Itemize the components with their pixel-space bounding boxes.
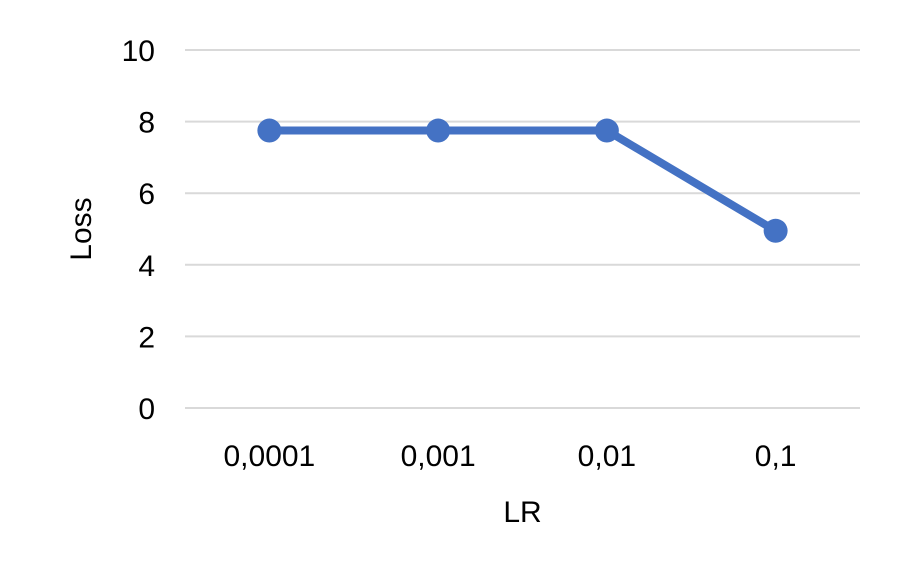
data-point-marker — [594, 118, 619, 143]
y-tick-label: 2 — [138, 321, 155, 354]
y-tick-label: 6 — [138, 178, 155, 211]
data-point-marker — [257, 118, 282, 143]
gridlines — [185, 49, 860, 409]
x-tick-label: 0,1 — [755, 440, 797, 473]
y-axis-tick-labels: 0 2 4 6 8 10 — [122, 35, 155, 426]
data-point-marker — [763, 218, 788, 243]
series-line — [265, 126, 780, 235]
y-tick-label: 10 — [122, 35, 155, 68]
x-tick-label: 0,01 — [578, 440, 636, 473]
x-axis-title: LR — [503, 496, 541, 529]
x-axis-tick-labels: 0,0001 0,001 0,01 0,1 — [223, 440, 796, 473]
y-tick-label: 0 — [138, 393, 155, 426]
y-tick-label: 8 — [138, 107, 155, 140]
x-tick-label: 0,001 — [401, 440, 476, 473]
x-tick-label: 0,0001 — [223, 440, 315, 473]
y-tick-label: 4 — [138, 250, 155, 283]
data-point-marker — [426, 118, 451, 143]
series-layer — [257, 118, 788, 243]
y-axis-title: Loss — [65, 197, 98, 260]
